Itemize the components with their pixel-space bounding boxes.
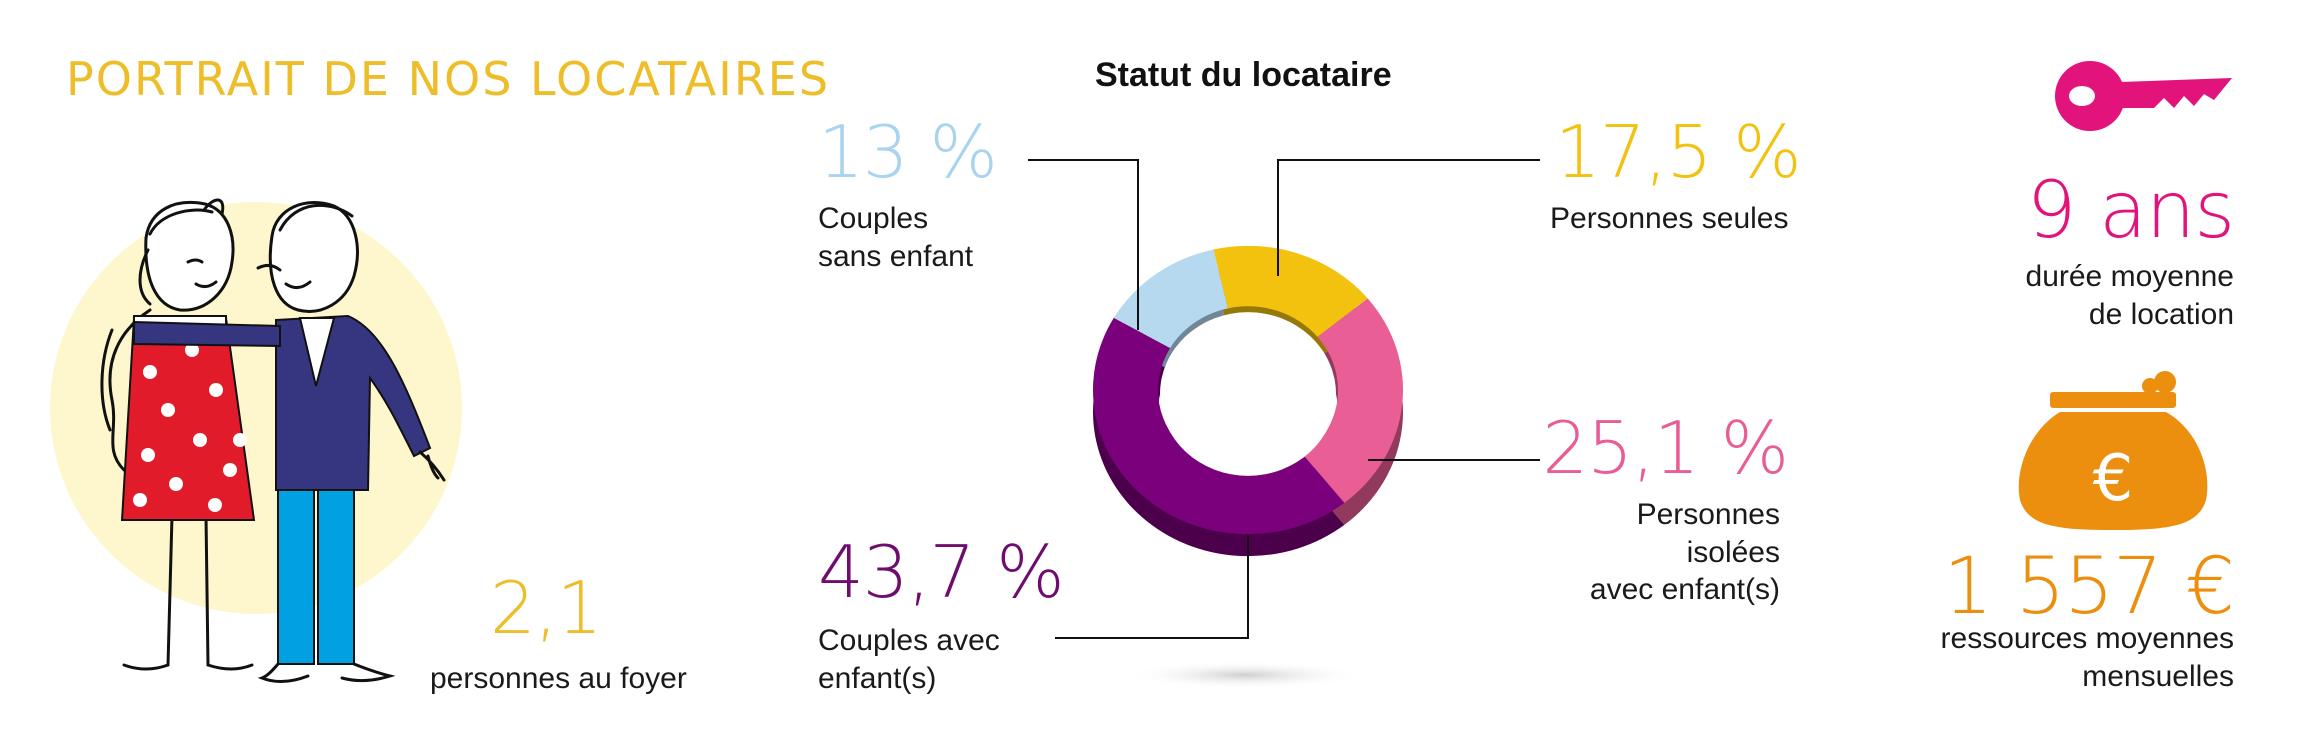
leader-line-couples-sans [1028, 159, 1139, 330]
duration-label: durée moyenne de location [2025, 260, 2234, 331]
donut-hole [1160, 312, 1336, 476]
slice-label-1: Personnes seules [1550, 202, 1789, 235]
slice-value-1: 17,5 % [1555, 110, 1802, 194]
donut-slice-1 [1213, 245, 1368, 337]
leader-line-couples-avec [1055, 535, 1249, 639]
svg-text:€: € [2093, 442, 2134, 516]
slice-value-2: 25,1 % [1542, 406, 1789, 490]
duration-value: 9 ans [2026, 166, 2235, 256]
slice-label-2: Personnes isolées avec enfant(s) [1589, 498, 1780, 606]
household-label: personnes au foyer [430, 662, 687, 695]
slice-value-3: 43,7 % [818, 530, 1065, 614]
leader-line-seules [1277, 159, 1540, 276]
page-title: PORTRAIT DE NOS LOCATAIRES [66, 52, 831, 106]
slice-label-0: Couples sans enfant [818, 202, 974, 273]
slice-value-0: 13 % [818, 110, 998, 194]
resources-label: ressources moyennes mensuelles [1940, 622, 2234, 693]
household-value: 2,1 [490, 566, 603, 650]
donut-slice-0 [1113, 249, 1228, 349]
resources-value: 1 557 € [1943, 542, 2235, 632]
donut-slice-3 [1093, 317, 1345, 535]
donut-slice-2 [1303, 298, 1403, 503]
chart-title: Statut du locataire [1095, 56, 1392, 94]
slice-label-3: Couples avec enfant(s) [818, 624, 1000, 695]
